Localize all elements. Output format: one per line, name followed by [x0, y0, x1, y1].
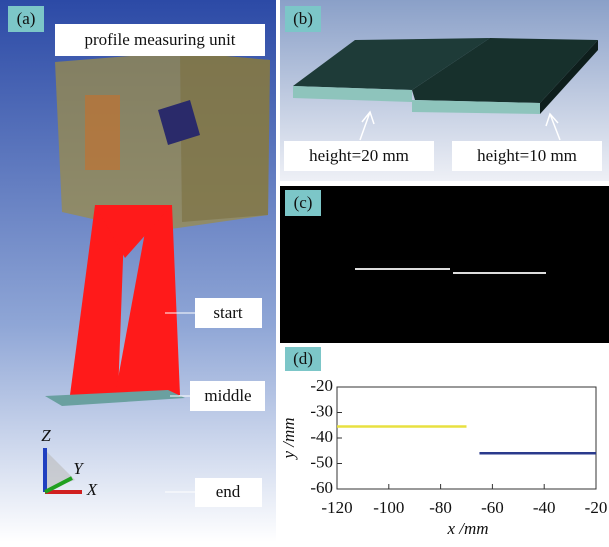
y-tick-label: -60 — [310, 478, 333, 497]
figure: (a) profile measuring unit start middle … — [0, 0, 609, 542]
axis-name: X — [86, 480, 98, 499]
x-tick-label: -40 — [533, 498, 556, 517]
position-label: end — [216, 482, 241, 501]
y-tick-label: -20 — [310, 376, 333, 395]
x-tick-label: -100 — [373, 498, 404, 517]
x-tick-label: -20 — [585, 498, 608, 517]
axis-name: Y — [73, 459, 84, 478]
y-tick-label: -40 — [310, 427, 333, 446]
axis-name: Z — [41, 426, 51, 445]
panel-label: (b) — [293, 9, 313, 28]
panel-c — [280, 186, 609, 343]
x-tick-label: -120 — [321, 498, 352, 517]
position-label: start — [213, 303, 243, 322]
unit-label: profile measuring unit — [84, 30, 235, 49]
panel-label: (c) — [294, 193, 313, 212]
height-label: height=20 mm — [309, 146, 409, 165]
position-label: middle — [204, 386, 251, 405]
panel-label: (d) — [293, 349, 313, 368]
x-axis-label: x /mm — [446, 519, 488, 538]
y-tick-label: -50 — [310, 452, 333, 471]
height-label: height=10 mm — [477, 146, 577, 165]
x-tick-label: -60 — [481, 498, 504, 517]
y-axis-label: y /mm — [279, 417, 298, 460]
x-tick-label: -80 — [429, 498, 452, 517]
y-tick-label: -30 — [310, 401, 333, 420]
laser — [85, 95, 120, 170]
panel-label: (a) — [17, 9, 36, 28]
